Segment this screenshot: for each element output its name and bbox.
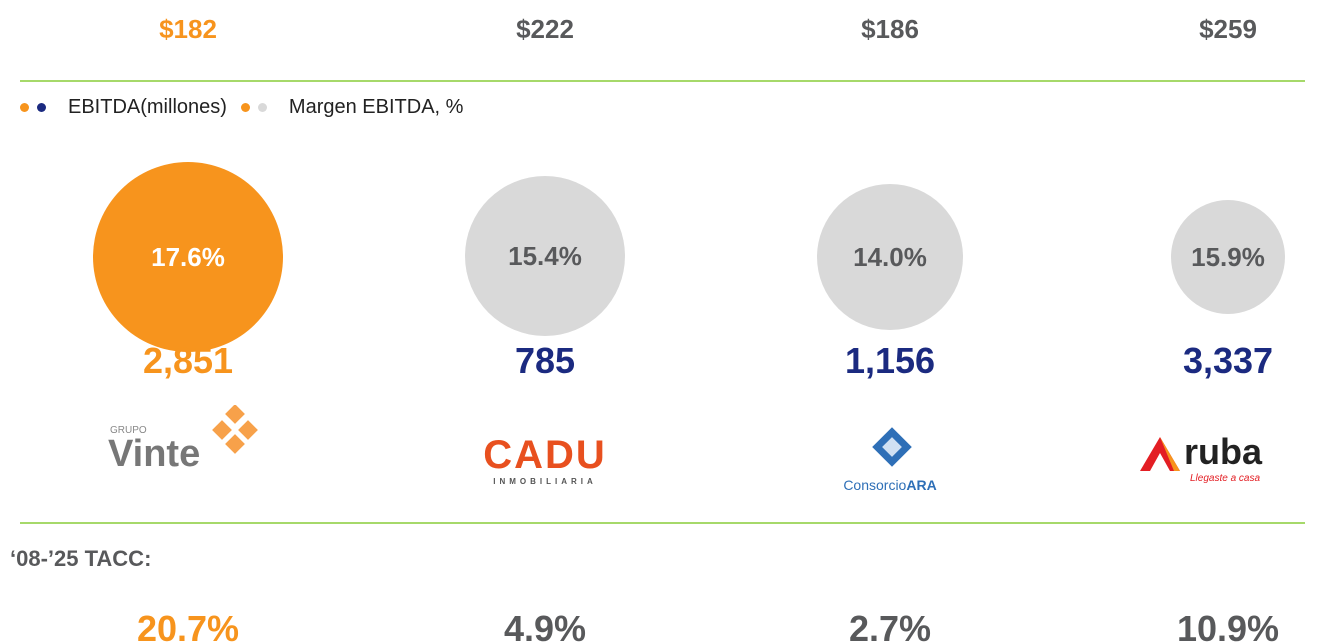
divider: [20, 522, 1305, 524]
ebitda: 2,851: [142, 340, 234, 381]
logo: GRUPO Vinte: [38, 405, 338, 495]
price: $182: [159, 14, 217, 44]
tacc: 10.9%: [1176, 608, 1280, 644]
company-column: $186 14.0% 1,156 ConsorcioARA 2.7%: [740, 0, 1040, 644]
ebitda: 785: [514, 340, 576, 381]
price: $222: [516, 14, 574, 44]
logo-text: Vinte: [108, 433, 201, 475]
tacc: 20.7%: [136, 608, 240, 644]
company-column: $259 15.9% 3,337 ruba Llegaste a casa 10…: [1078, 0, 1326, 644]
legend-label: Margen EBITDA, %: [288, 96, 464, 118]
logo: CADU INMOBILIARIA: [395, 405, 695, 495]
logo-text: INMOBILIARIA: [493, 477, 597, 486]
logo-text: ConsorcioARA: [740, 477, 1040, 493]
logo-text: Consorcio: [843, 477, 907, 493]
margin-bubble: 15.9%: [1171, 200, 1285, 314]
margin-bubble: 17.6%: [93, 162, 283, 352]
tacc: 2.7%: [848, 608, 932, 644]
margin-bubble: 15.4%: [465, 176, 625, 336]
ebitda: 1,156: [844, 340, 936, 381]
legend: EBITDA(millones) Margen EBITDA, %: [20, 96, 463, 119]
margin-bubble: 14.0%: [817, 184, 963, 330]
logo-icon: [872, 427, 912, 467]
price: $259: [1199, 14, 1257, 44]
legend-label: EBITDA(millones): [68, 96, 227, 118]
logo-icon: [1140, 437, 1180, 471]
tacc: 4.9%: [503, 608, 587, 644]
logo: ruba Llegaste a casa: [1078, 405, 1326, 495]
company-column: $222 15.4% 785 CADU INMOBILIARIA 4.9%: [395, 0, 695, 644]
logo-text: Llegaste a casa: [1190, 473, 1261, 484]
logo-text: ARA: [906, 477, 937, 493]
divider: [20, 80, 1305, 82]
ebitda: 3,337: [1182, 340, 1274, 381]
company-column: $182 17.6% 2,851 GRUPO Vinte 20.7%: [38, 0, 338, 644]
price: $186: [861, 14, 919, 44]
section-label: ‘08-’25 TACC:: [10, 546, 152, 571]
logo-icon: [212, 405, 258, 454]
logo: ConsorcioARA: [740, 405, 1040, 495]
logo-text: GRUPO: [110, 425, 147, 436]
logo-text: CADU: [483, 433, 607, 477]
logo-text: ruba: [1184, 431, 1263, 472]
